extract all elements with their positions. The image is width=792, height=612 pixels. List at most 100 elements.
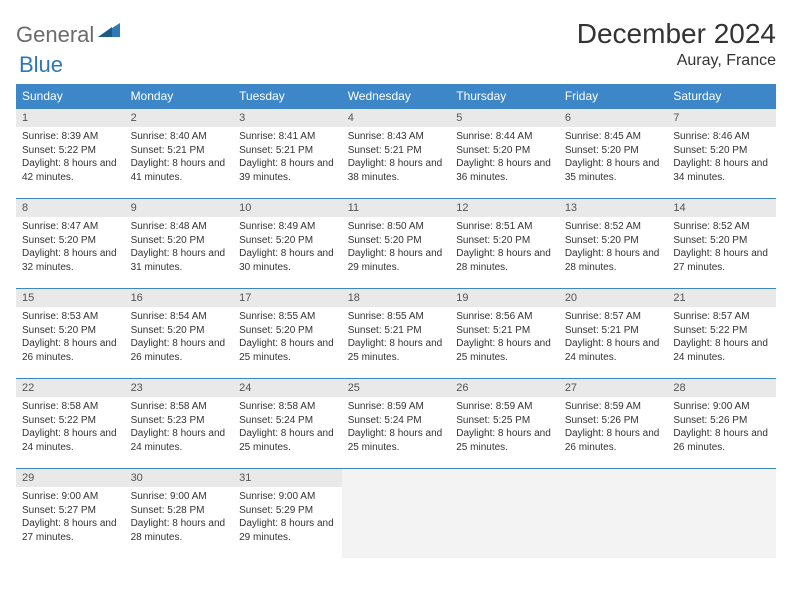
daylight-text: Daylight: 8 hours and 35 minutes. [565,157,662,184]
day-number: 15 [16,288,125,307]
sunset-text: Sunset: 5:21 PM [239,144,336,158]
sunset-text: Sunset: 5:28 PM [131,504,228,518]
calendar-header-row: SundayMondayTuesdayWednesdayThursdayFrid… [16,84,776,108]
day-info: Sunrise: 9:00 AMSunset: 5:29 PMDaylight:… [233,487,342,550]
day-number: 24 [233,378,342,397]
sunrise-text: Sunrise: 8:39 AM [22,130,119,144]
day-number: 14 [667,198,776,217]
brand-logo: General [16,18,122,48]
sunrise-text: Sunrise: 8:52 AM [673,220,770,234]
weekday-header: Saturday [667,84,776,108]
calendar-day-cell: 17Sunrise: 8:55 AMSunset: 5:20 PMDayligh… [233,288,342,378]
weekday-header: Friday [559,84,668,108]
calendar-body: 1Sunrise: 8:39 AMSunset: 5:22 PMDaylight… [16,108,776,558]
day-info: Sunrise: 8:43 AMSunset: 5:21 PMDaylight:… [342,127,451,190]
sunset-text: Sunset: 5:20 PM [565,234,662,248]
day-info: Sunrise: 8:59 AMSunset: 5:25 PMDaylight:… [450,397,559,460]
day-number: 9 [125,198,234,217]
sunrise-text: Sunrise: 9:00 AM [22,490,119,504]
sunrise-text: Sunrise: 8:58 AM [239,400,336,414]
sunset-text: Sunset: 5:29 PM [239,504,336,518]
calendar-week-row: 1Sunrise: 8:39 AMSunset: 5:22 PMDaylight… [16,108,776,198]
sunset-text: Sunset: 5:21 PM [565,324,662,338]
calendar-week-row: 8Sunrise: 8:47 AMSunset: 5:20 PMDaylight… [16,198,776,288]
calendar-day-cell: 14Sunrise: 8:52 AMSunset: 5:20 PMDayligh… [667,198,776,288]
day-number: 17 [233,288,342,307]
sunset-text: Sunset: 5:20 PM [22,324,119,338]
daylight-text: Daylight: 8 hours and 31 minutes. [131,247,228,274]
sunset-text: Sunset: 5:20 PM [456,234,553,248]
month-title: December 2024 [577,18,776,50]
calendar-day-cell: 15Sunrise: 8:53 AMSunset: 5:20 PMDayligh… [16,288,125,378]
calendar-empty-cell [667,468,776,558]
day-number: 30 [125,468,234,487]
day-info: Sunrise: 8:57 AMSunset: 5:21 PMDaylight:… [559,307,668,370]
calendar-day-cell: 4Sunrise: 8:43 AMSunset: 5:21 PMDaylight… [342,108,451,198]
day-number: 1 [16,108,125,127]
day-number: 19 [450,288,559,307]
day-number: 3 [233,108,342,127]
day-number: 29 [16,468,125,487]
day-number: 5 [450,108,559,127]
day-info: Sunrise: 8:54 AMSunset: 5:20 PMDaylight:… [125,307,234,370]
calendar-day-cell: 9Sunrise: 8:48 AMSunset: 5:20 PMDaylight… [125,198,234,288]
day-number: 20 [559,288,668,307]
daylight-text: Daylight: 8 hours and 38 minutes. [348,157,445,184]
sunrise-text: Sunrise: 9:00 AM [131,490,228,504]
sunset-text: Sunset: 5:21 PM [456,324,553,338]
day-info: Sunrise: 9:00 AMSunset: 5:27 PMDaylight:… [16,487,125,550]
weekday-header: Monday [125,84,234,108]
day-info: Sunrise: 8:48 AMSunset: 5:20 PMDaylight:… [125,217,234,280]
sunrise-text: Sunrise: 8:44 AM [456,130,553,144]
daylight-text: Daylight: 8 hours and 28 minutes. [456,247,553,274]
sunset-text: Sunset: 5:20 PM [565,144,662,158]
day-number: 13 [559,198,668,217]
day-number: 8 [16,198,125,217]
day-info: Sunrise: 8:39 AMSunset: 5:22 PMDaylight:… [16,127,125,190]
daylight-text: Daylight: 8 hours and 41 minutes. [131,157,228,184]
calendar-day-cell: 19Sunrise: 8:56 AMSunset: 5:21 PMDayligh… [450,288,559,378]
day-number: 28 [667,378,776,397]
day-info: Sunrise: 8:58 AMSunset: 5:22 PMDaylight:… [16,397,125,460]
calendar-day-cell: 20Sunrise: 8:57 AMSunset: 5:21 PMDayligh… [559,288,668,378]
day-number: 23 [125,378,234,397]
day-number: 2 [125,108,234,127]
sunset-text: Sunset: 5:20 PM [673,234,770,248]
sunrise-text: Sunrise: 8:54 AM [131,310,228,324]
sunrise-text: Sunrise: 8:58 AM [22,400,119,414]
day-number: 12 [450,198,559,217]
sunset-text: Sunset: 5:20 PM [239,324,336,338]
weekday-header: Thursday [450,84,559,108]
daylight-text: Daylight: 8 hours and 26 minutes. [673,427,770,454]
calendar-day-cell: 22Sunrise: 8:58 AMSunset: 5:22 PMDayligh… [16,378,125,468]
day-number: 31 [233,468,342,487]
daylight-text: Daylight: 8 hours and 26 minutes. [22,337,119,364]
daylight-text: Daylight: 8 hours and 42 minutes. [22,157,119,184]
calendar-day-cell: 23Sunrise: 8:58 AMSunset: 5:23 PMDayligh… [125,378,234,468]
daylight-text: Daylight: 8 hours and 25 minutes. [348,427,445,454]
calendar-table: SundayMondayTuesdayWednesdayThursdayFrid… [16,84,776,558]
sunrise-text: Sunrise: 8:49 AM [239,220,336,234]
sunrise-text: Sunrise: 8:55 AM [239,310,336,324]
daylight-text: Daylight: 8 hours and 25 minutes. [456,427,553,454]
sunset-text: Sunset: 5:22 PM [22,144,119,158]
sunrise-text: Sunrise: 8:58 AM [131,400,228,414]
sunset-text: Sunset: 5:26 PM [565,414,662,428]
sunset-text: Sunset: 5:20 PM [348,234,445,248]
day-info: Sunrise: 8:52 AMSunset: 5:20 PMDaylight:… [667,217,776,280]
day-info: Sunrise: 8:49 AMSunset: 5:20 PMDaylight:… [233,217,342,280]
sunrise-text: Sunrise: 8:46 AM [673,130,770,144]
sunset-text: Sunset: 5:21 PM [131,144,228,158]
calendar-empty-cell [342,468,451,558]
sunrise-text: Sunrise: 8:53 AM [22,310,119,324]
daylight-text: Daylight: 8 hours and 34 minutes. [673,157,770,184]
sunset-text: Sunset: 5:20 PM [456,144,553,158]
calendar-day-cell: 24Sunrise: 8:58 AMSunset: 5:24 PMDayligh… [233,378,342,468]
calendar-day-cell: 31Sunrise: 9:00 AMSunset: 5:29 PMDayligh… [233,468,342,558]
calendar-day-cell: 18Sunrise: 8:55 AMSunset: 5:21 PMDayligh… [342,288,451,378]
day-info: Sunrise: 8:53 AMSunset: 5:20 PMDaylight:… [16,307,125,370]
daylight-text: Daylight: 8 hours and 29 minutes. [239,517,336,544]
day-info: Sunrise: 8:58 AMSunset: 5:24 PMDaylight:… [233,397,342,460]
day-number: 6 [559,108,668,127]
daylight-text: Daylight: 8 hours and 26 minutes. [565,427,662,454]
